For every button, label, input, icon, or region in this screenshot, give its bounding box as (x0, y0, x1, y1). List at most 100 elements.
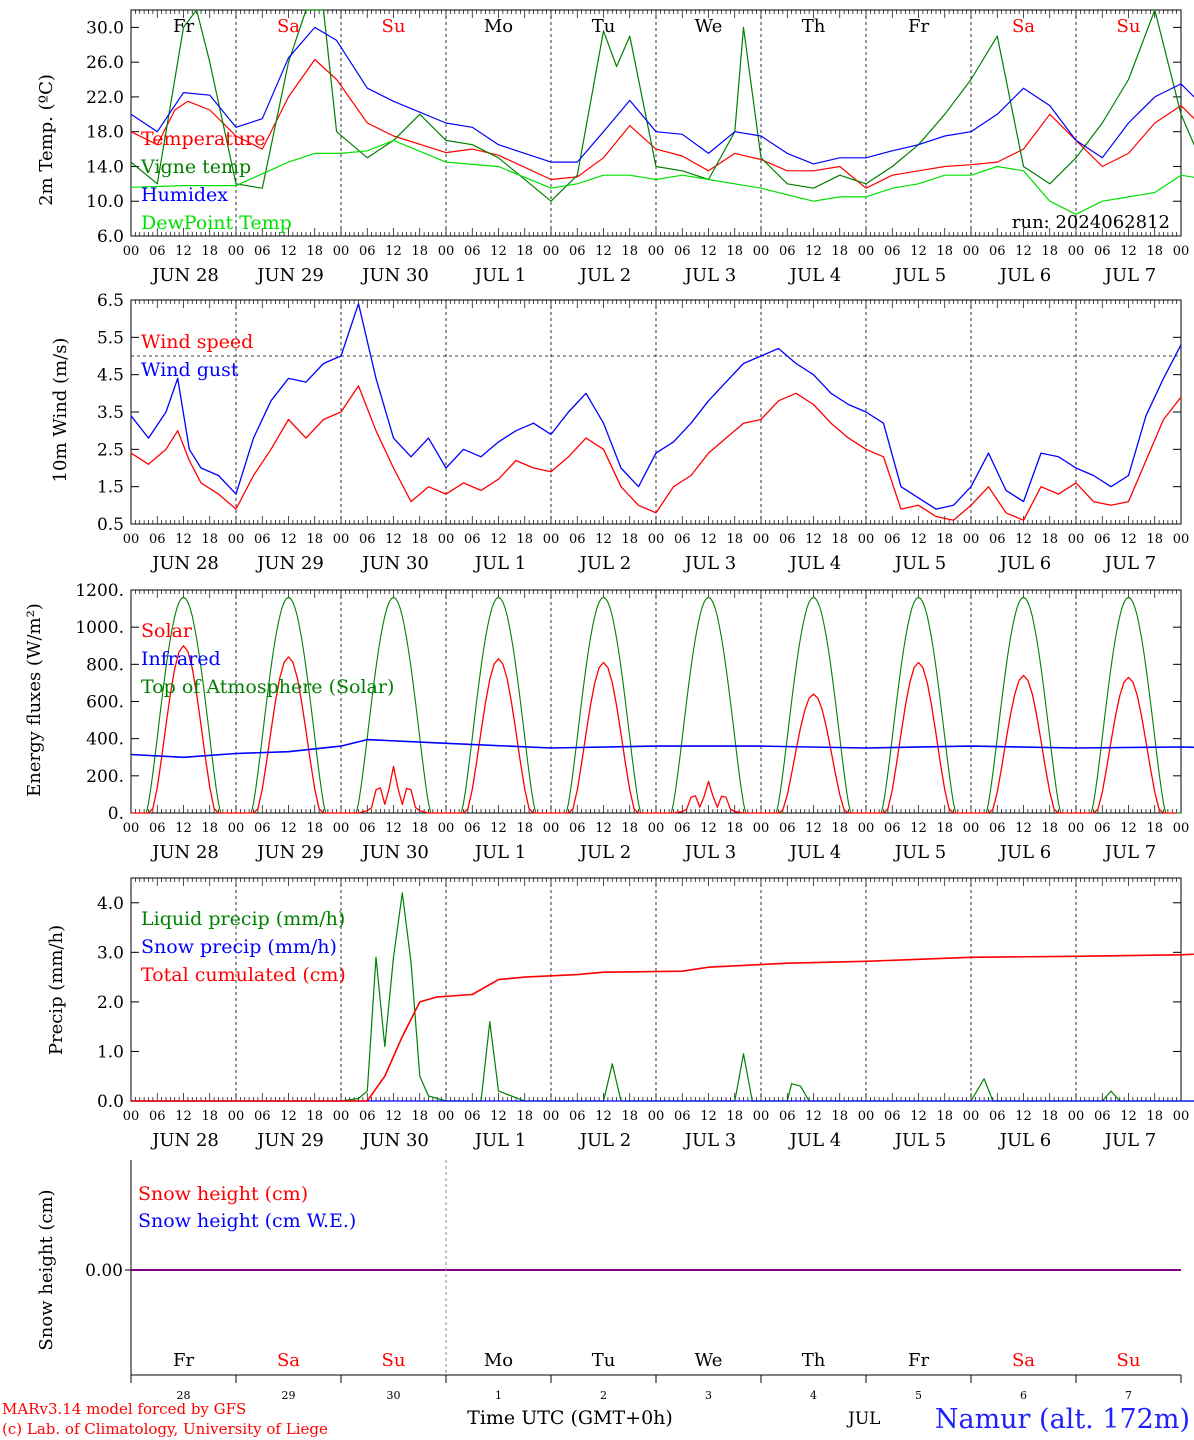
hour-tick-label: 00 (333, 821, 350, 836)
y-tick-label: 1200. (75, 581, 124, 601)
hour-tick-label: 00 (1068, 244, 1085, 259)
weekday-label: Sa (277, 16, 300, 37)
hour-tick-label: 18 (936, 821, 953, 836)
date-label: JUL 2 (578, 553, 632, 574)
hour-tick-label: 00 (123, 821, 140, 836)
weekday-label: Th (802, 16, 826, 37)
series-Vigne temp (130, 9, 1194, 202)
hour-tick-label: 00 (858, 821, 875, 836)
weekday-label: Fr (173, 1350, 194, 1371)
hour-tick-label: 00 (228, 821, 245, 836)
hour-tick-label: 12 (805, 244, 822, 259)
y-tick-label: 4.0 (97, 894, 124, 914)
hour-tick-label: 06 (674, 821, 691, 836)
date-label: JUL 4 (788, 265, 842, 286)
weekday-label: Sa (1012, 1350, 1035, 1371)
hour-tick-label: 06 (779, 1109, 796, 1124)
date-label: JUL 4 (788, 1130, 842, 1151)
hour-tick-label: 00 (963, 244, 980, 259)
hour-tick-label: 00 (228, 244, 245, 259)
series-solar (131, 645, 1177, 814)
series-Wind speed (130, 385, 1182, 521)
hour-tick-label: 00 (123, 244, 140, 259)
day-number: 6 (1020, 1389, 1027, 1402)
hour-tick-label: 00 (1173, 1109, 1190, 1124)
hour-tick-label: 12 (385, 1109, 402, 1124)
y-tick-label: 800. (86, 655, 124, 675)
y-tick-label: 14.0 (86, 157, 124, 177)
y-tick-label: 0. (108, 804, 124, 824)
hour-tick-label: 12 (595, 821, 612, 836)
hour-tick-label: 00 (753, 821, 770, 836)
hour-tick-label: 06 (779, 244, 796, 259)
y-tick-label: 3.5 (97, 403, 124, 423)
hour-tick-label: 12 (1120, 1109, 1137, 1124)
date-label: JUL 5 (893, 265, 947, 286)
hour-tick-label: 12 (1015, 821, 1032, 836)
lab-credit: (c) Lab. of Climatology, University of L… (2, 1420, 328, 1438)
footer: MARv3.14 model forced by GFS (c) Lab. of … (2, 1400, 1190, 1438)
hour-tick-label: 12 (1120, 532, 1137, 547)
hour-tick-label: 00 (1173, 244, 1190, 259)
hour-tick-label: 00 (1173, 821, 1190, 836)
hour-tick-label: 06 (569, 1109, 586, 1124)
weekday-label: Fr (908, 16, 929, 37)
panel-snow: 0.00 Snow height (cm) Fr 28 Sa 29 Su 30 Mo 1 Tu 2 We… (36, 1160, 1182, 1402)
day-number: 7 (1125, 1389, 1132, 1402)
series-Total cumulated (cm) (131, 953, 1194, 1102)
hour-tick-label: 12 (1015, 1109, 1032, 1124)
date-label: JUL 3 (683, 1130, 737, 1151)
hour-tick-label: 00 (858, 244, 875, 259)
legend-entry: DewPoint Temp (141, 212, 292, 234)
hour-tick-label: 18 (1146, 244, 1163, 259)
hour-tick-label: 06 (884, 244, 901, 259)
hour-tick-label: 12 (700, 244, 717, 259)
hour-tick-label: 00 (648, 244, 665, 259)
hour-tick-label: 18 (201, 244, 218, 259)
hour-tick-label: 18 (726, 244, 743, 259)
panel-wind: 00 06 12 18 JUN 28 00 06 12 18 JUN 29 00 06 12 18 JUN … (50, 291, 1189, 574)
legend-entry: Snow height (cm) (138, 1183, 308, 1205)
hour-tick-label: 18 (726, 821, 743, 836)
date-label: JUL 1 (473, 1130, 527, 1151)
hour-tick-label: 18 (1041, 821, 1058, 836)
hour-tick-label: 06 (989, 821, 1006, 836)
hour-tick-label: 06 (989, 1109, 1006, 1124)
hour-tick-label: 18 (726, 1109, 743, 1124)
weekday-label: Mo (484, 16, 513, 37)
y-tick-label: 0.5 (97, 515, 124, 535)
date-label: JUL 2 (578, 842, 632, 863)
hour-tick-label: 18 (1146, 821, 1163, 836)
hour-tick-label: 06 (989, 532, 1006, 547)
day-number: 5 (915, 1389, 922, 1402)
hour-tick-label: 12 (280, 1109, 297, 1124)
date-label: JUL 1 (473, 842, 527, 863)
y-tick-label: 1.5 (97, 478, 124, 498)
y-axis-label: Snow height (cm) (36, 1189, 57, 1350)
hour-tick-label: 12 (1015, 244, 1032, 259)
hour-tick-label: 00 (1068, 532, 1085, 547)
date-label: JUL 5 (893, 553, 947, 574)
day-number: 1 (495, 1389, 502, 1402)
y-axis-label: 10m Wind (m/s) (50, 338, 71, 483)
y-tick-label: 6.5 (97, 291, 124, 311)
hour-tick-label: 12 (175, 821, 192, 836)
date-label: JUL 5 (893, 1130, 947, 1151)
hour-tick-label: 12 (490, 1109, 507, 1124)
hour-tick-label: 12 (595, 244, 612, 259)
weekday-label: Fr (908, 1350, 929, 1371)
date-label: JUL 6 (998, 1130, 1052, 1151)
hour-tick-label: 06 (149, 1109, 166, 1124)
weekday-label: We (695, 1350, 723, 1371)
hour-tick-label: 18 (306, 821, 323, 836)
legend-entry: Humidex (141, 184, 228, 206)
legend-entry: Snow precip (mm/h) (141, 936, 337, 958)
hour-tick-label: 12 (595, 532, 612, 547)
hour-tick-label: 12 (490, 244, 507, 259)
date-label: JUN 30 (360, 842, 429, 863)
hour-tick-label: 06 (884, 1109, 901, 1124)
date-label: JUL 5 (893, 842, 947, 863)
hour-tick-label: 12 (910, 532, 927, 547)
date-label: JUL 3 (683, 553, 737, 574)
date-label: JUN 30 (360, 1130, 429, 1151)
